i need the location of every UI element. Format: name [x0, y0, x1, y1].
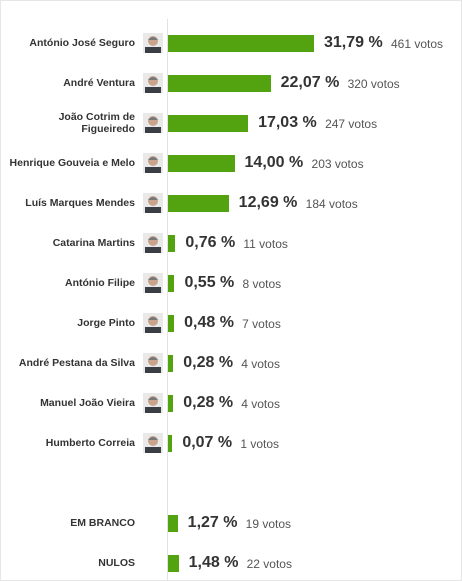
votes-label: 11 votos: [243, 237, 287, 251]
value-label: 31,79 %: [324, 34, 383, 52]
bar: [168, 75, 271, 92]
votes-label: 184 votos: [306, 197, 358, 211]
candidate-photo: [143, 433, 163, 453]
candidate-name: André Ventura: [5, 77, 135, 89]
value-label: 1,48 %: [189, 554, 239, 572]
candidate-name: Manuel João Vieira: [5, 397, 135, 409]
candidate-photo: [143, 73, 163, 93]
results-chart: António José Seguro 31,79 % 461 votos André…: [0, 0, 462, 581]
candidate-photo: [143, 233, 163, 253]
candidate-name: Humberto Correia: [5, 437, 135, 449]
value-label: 0,28 %: [183, 354, 233, 372]
bar: [168, 155, 235, 172]
candidate-name: Henrique Gouveia e Melo: [5, 157, 135, 169]
candidate-photo: [143, 33, 163, 53]
candidate-name: António Filipe: [5, 277, 135, 289]
candidate-name: NULOS: [5, 557, 135, 569]
candidate-photo: [143, 193, 163, 213]
votes-label: 320 votos: [348, 77, 400, 91]
votes-label: 461 votos: [391, 37, 443, 51]
candidate-photo: [143, 273, 163, 293]
candidate-name: João Cotrim de Figueiredo: [5, 111, 135, 135]
bar: [168, 275, 174, 292]
value-label: 0,48 %: [184, 314, 234, 332]
candidate-photo: [143, 393, 163, 413]
candidate-name: EM BRANCO: [5, 517, 135, 529]
candidate-photo: [143, 313, 163, 333]
bar: [168, 355, 173, 372]
value-label: 0,55 %: [184, 274, 234, 292]
candidate-name: Jorge Pinto: [5, 317, 135, 329]
value-label: 0,07 %: [182, 434, 232, 452]
bar: [168, 35, 314, 52]
votes-label: 22 votos: [247, 557, 292, 571]
value-label: 0,28 %: [183, 394, 233, 412]
votes-label: 19 votos: [246, 517, 291, 531]
candidate-name: António José Seguro: [5, 37, 135, 49]
bar: [168, 435, 172, 452]
bar: [168, 395, 173, 412]
bar: [168, 235, 175, 252]
votes-label: 203 votos: [312, 157, 364, 171]
votes-label: 4 votos: [241, 397, 280, 411]
value-label: 22,07 %: [281, 74, 340, 92]
bar: [168, 315, 174, 332]
candidate-photo: [143, 153, 163, 173]
value-label: 1,27 %: [188, 514, 238, 532]
axis-line: [167, 19, 168, 580]
candidate-name: Catarina Martins: [5, 237, 135, 249]
votes-label: 7 votos: [242, 317, 281, 331]
candidate-photo: [143, 113, 163, 133]
bar: [168, 115, 248, 132]
candidate-name: André Pestana da Silva: [5, 357, 135, 369]
bar: [168, 555, 179, 572]
value-label: 14,00 %: [245, 154, 304, 172]
candidate-photo: [143, 353, 163, 373]
bar: [168, 195, 229, 212]
value-label: 12,69 %: [239, 194, 298, 212]
value-label: 17,03 %: [258, 114, 317, 132]
candidate-name: Luís Marques Mendes: [5, 197, 135, 209]
votes-label: 8 votos: [242, 277, 281, 291]
value-label: 0,76 %: [185, 234, 235, 252]
votes-label: 4 votos: [241, 357, 280, 371]
votes-label: 1 votos: [240, 437, 279, 451]
votes-label: 247 votos: [325, 117, 377, 131]
bar: [168, 515, 178, 532]
